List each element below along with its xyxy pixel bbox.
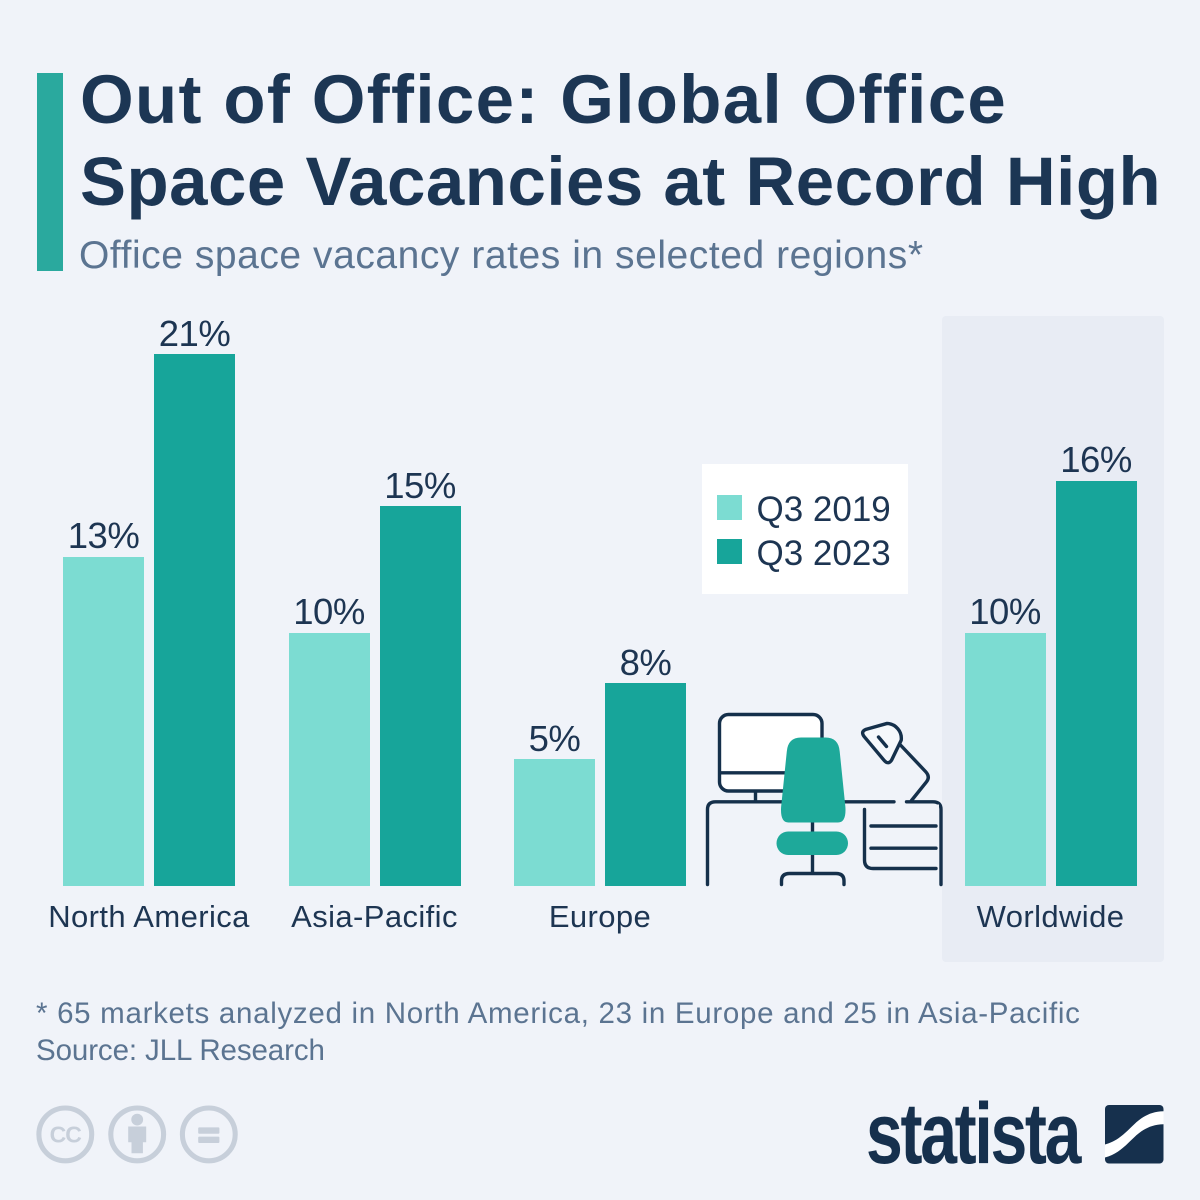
creative-commons-icon: CC [36, 1105, 95, 1164]
value-label: 10% [969, 591, 1041, 633]
desk-scene-svg [705, 712, 943, 887]
desk-lamp-icon [860, 721, 930, 803]
value-label: 13% [67, 515, 140, 557]
legend-swatch [717, 495, 742, 520]
license-icons: CC [36, 1105, 250, 1170]
chart-legend: Q3 2019 Q3 2023 [702, 464, 908, 594]
value-label: 16% [1060, 439, 1132, 481]
page-subtitle: Office space vacancy rates in selected r… [79, 233, 924, 277]
statista-logo-mark [1105, 1105, 1164, 1164]
legend-item: Q3 2023 [717, 533, 891, 573]
svg-text:CC: CC [50, 1122, 82, 1148]
office-chair-icon [776, 737, 848, 887]
desk-icon [705, 800, 943, 887]
category-label: Asia-Pacific [291, 899, 458, 934]
bar-asia-pacific-q3-2019 [288, 632, 370, 886]
category-label: North America [48, 899, 250, 934]
bar-europe-q3-2023 [605, 683, 686, 886]
bar-europe-q3-2019 [514, 759, 595, 886]
bar-north-america-q3-2023 [154, 354, 235, 886]
bar-worldwide-q3-2023 [1055, 480, 1137, 886]
value-label: 21% [158, 312, 231, 354]
legend-item: Q3 2019 [717, 489, 891, 529]
page-title-line1: Out of Office: Global Office [80, 61, 1008, 138]
footnote: * 65 markets analyzed in North America, … [36, 996, 1081, 1030]
title-accent-bar [37, 73, 63, 271]
value-label: 5% [528, 717, 581, 759]
no-derivatives-icon [179, 1105, 238, 1164]
statista-logo: statista [866, 1085, 1197, 1182]
bar-worldwide-q3-2019 [964, 632, 1046, 886]
legend-label: Q3 2019 [756, 489, 891, 529]
bar-asia-pacific-q3-2023 [379, 506, 461, 886]
statista-wordmark: statista [866, 1085, 1081, 1182]
bar-north-america-q3-2019 [63, 556, 144, 886]
drawer-cabinet-icon [862, 804, 939, 871]
category-label: Worldwide [976, 899, 1125, 934]
value-label: 8% [619, 641, 672, 683]
attribution-icon [108, 1105, 167, 1164]
legend-swatch [717, 539, 742, 564]
office-desk-illustration [688, 696, 954, 897]
value-label: 10% [293, 591, 365, 633]
value-label: 15% [384, 464, 456, 506]
legend-label: Q3 2023 [756, 533, 891, 573]
source-line: Source: JLL Research [36, 1034, 325, 1067]
page-title-line2: Space Vacancies at Record High [80, 143, 1162, 220]
category-label: Europe [548, 899, 652, 934]
